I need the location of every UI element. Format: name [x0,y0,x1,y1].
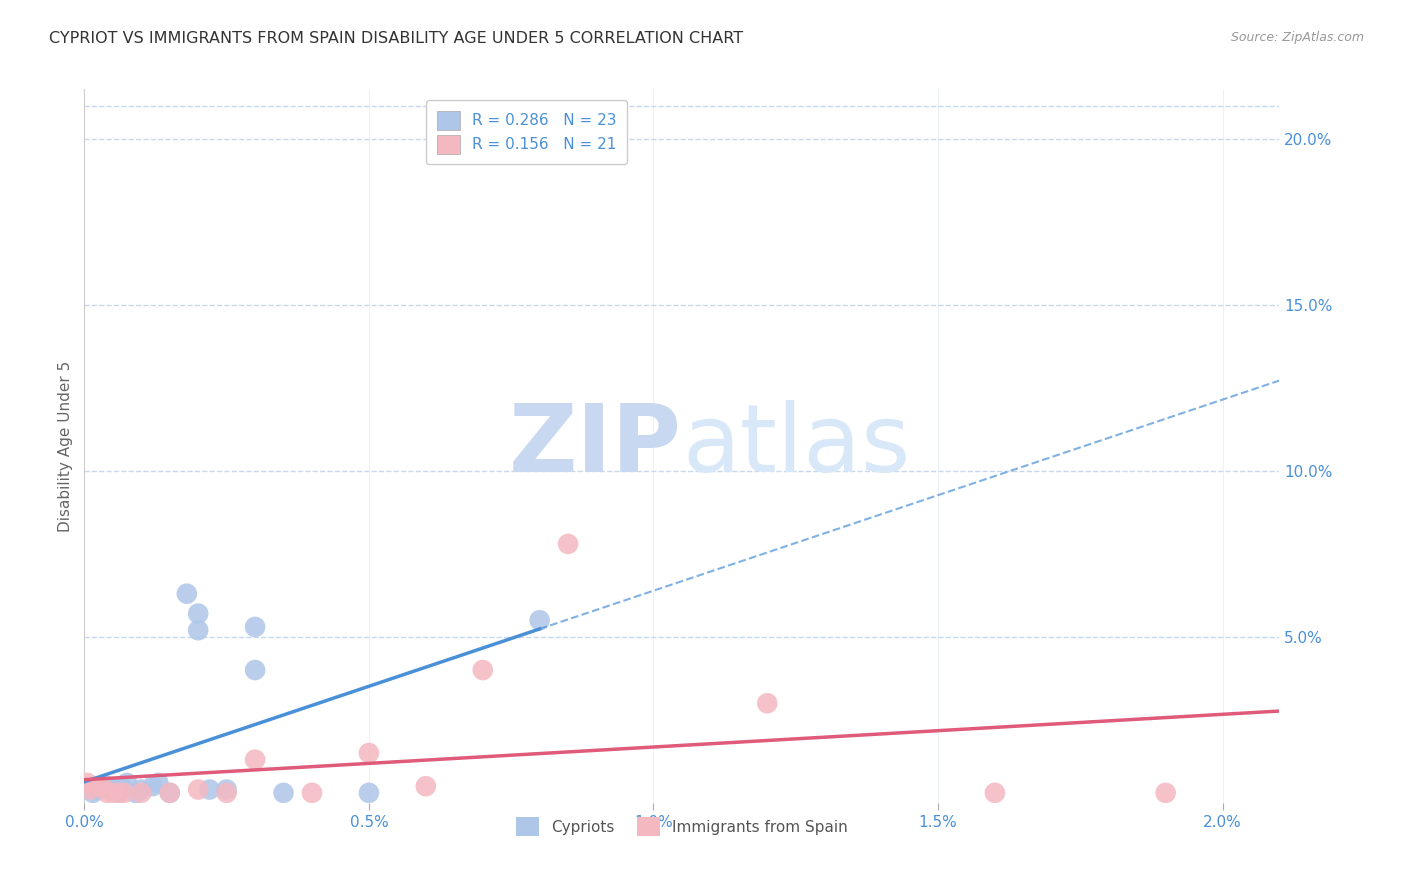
Point [176,587,198,601]
Point [357,786,380,800]
Y-axis label: Disability Age Under 5: Disability Age Under 5 [58,360,73,532]
Point [243,620,266,634]
Point [96,779,118,793]
Point [107,786,129,800]
Point [215,782,238,797]
Point [159,786,181,800]
Point [301,786,323,800]
Point [112,786,135,800]
Point [215,786,238,800]
Point [107,786,129,800]
Point [471,663,494,677]
Legend: Cypriots, Immigrants from Spain: Cypriots, Immigrants from Spain [506,808,858,845]
Point [87,782,110,797]
Text: CYPRIOT VS IMMIGRANTS FROM SPAIN DISABILITY AGE UNDER 5 CORRELATION CHART: CYPRIOT VS IMMIGRANTS FROM SPAIN DISABIL… [49,31,744,46]
Point [101,782,124,797]
Point [110,779,132,793]
Point [243,753,266,767]
Point [273,786,295,800]
Point [148,776,170,790]
Point [243,663,266,677]
Point [529,613,551,627]
Point [198,782,221,797]
Point [90,779,112,793]
Point [142,779,165,793]
Point [90,779,112,793]
Text: atlas: atlas [682,400,910,492]
Point [101,786,124,800]
Point [756,696,779,710]
Point [129,786,152,800]
Point [82,786,104,800]
Point [115,776,138,790]
Point [557,537,579,551]
Point [984,786,1007,800]
Point [357,746,380,760]
Point [1154,786,1177,800]
Point [187,782,209,797]
Text: Source: ZipAtlas.com: Source: ZipAtlas.com [1230,31,1364,45]
Point [76,776,98,790]
Text: ZIP: ZIP [509,400,682,492]
Point [96,786,118,800]
Point [187,624,209,638]
Point [159,786,181,800]
Point [129,782,152,797]
Point [415,779,437,793]
Point [84,779,107,793]
Point [187,607,209,621]
Point [124,786,146,800]
Point [79,782,101,797]
